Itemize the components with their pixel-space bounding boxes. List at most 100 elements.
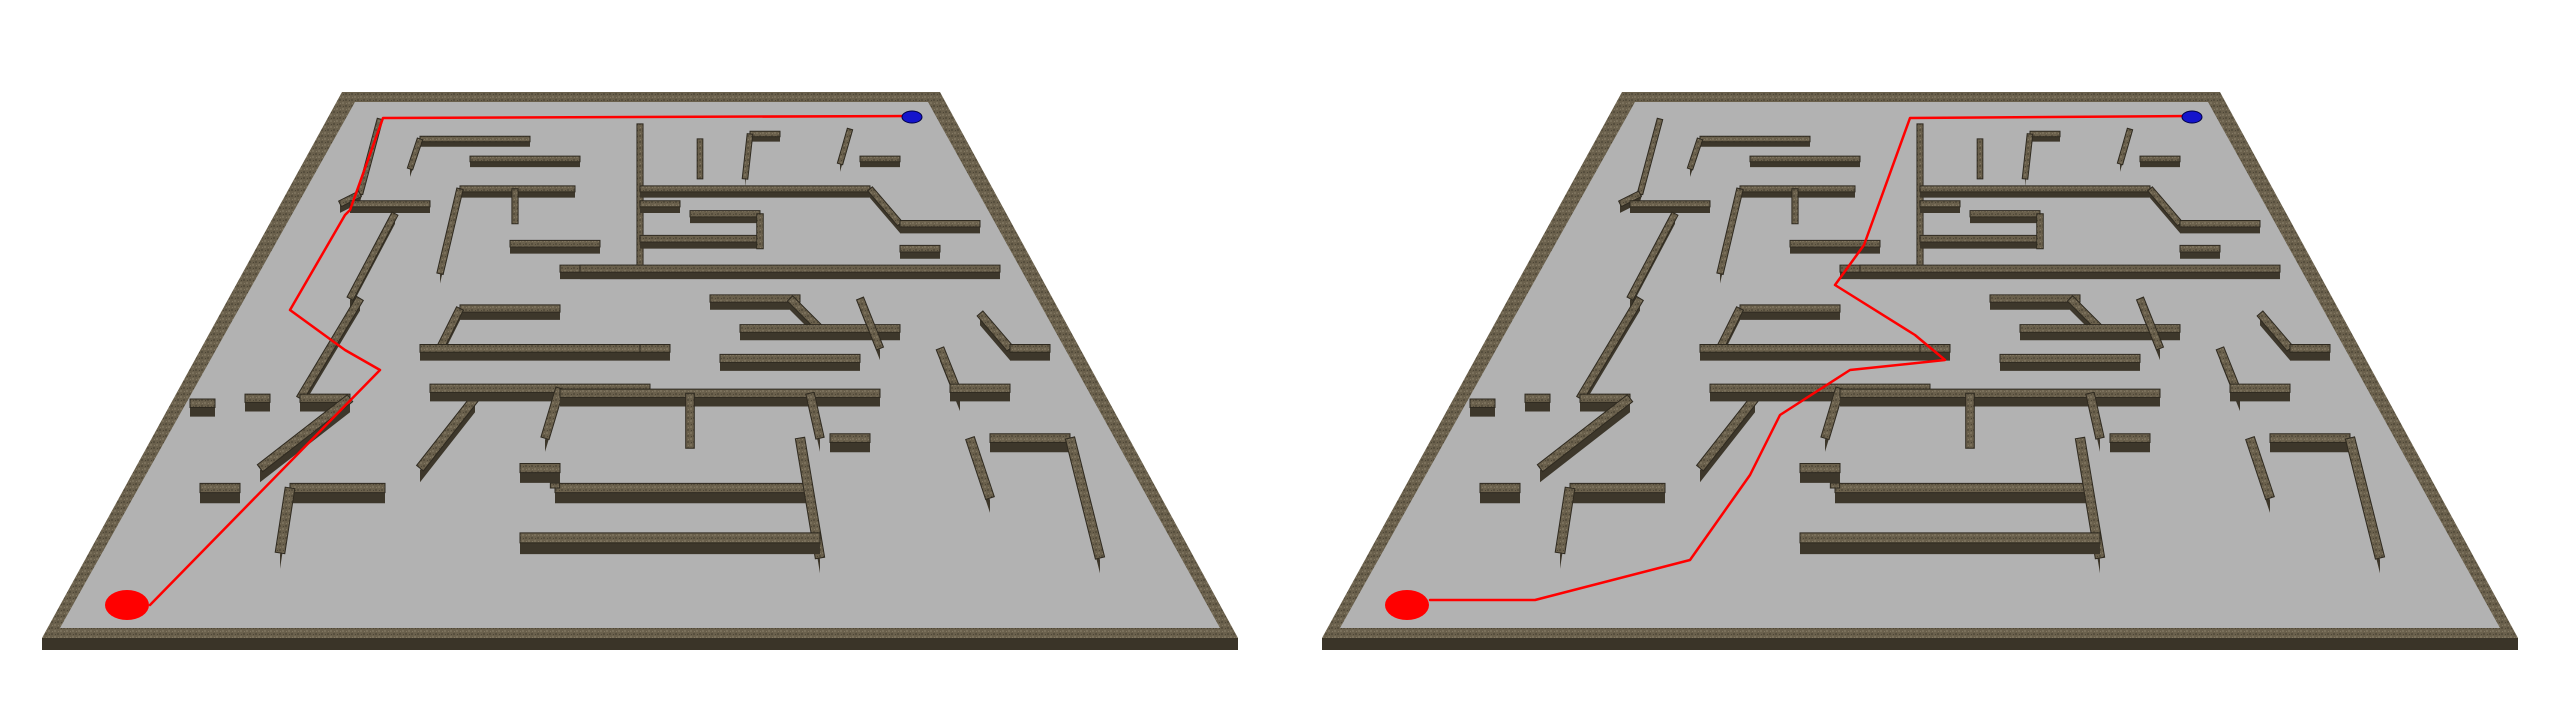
wall-segment [1919,185,2151,193]
wall-face [290,490,385,504]
wall-segment [1989,294,2081,303]
wall-segment [1536,394,1634,473]
wall-segment [349,200,431,208]
wall-segment [2116,127,2134,166]
wall-segment [554,482,811,494]
wall-segment [579,264,1001,273]
maze-walls [1469,117,2386,574]
wall-segment [1859,264,2281,273]
wall-segment [696,138,704,180]
wall-segment [741,133,754,180]
wall-segment [965,435,995,501]
wall-segment [685,392,695,449]
wall-segment [709,294,801,303]
wall-segment [1699,135,1811,143]
wall-face [990,440,1070,453]
left-maze-board [42,92,1238,650]
wall-segment [2085,391,2105,440]
wall-segment [1965,392,1975,449]
wall-segment [836,127,854,166]
wall-segment [749,130,781,138]
wall-segment [1636,117,1664,196]
wall-segment [549,482,561,489]
wall-segment [2344,436,2386,560]
wall-segment [805,391,825,440]
wall-face [830,440,870,453]
wall-segment [739,324,901,333]
wall-segment [2074,436,2106,560]
wall-face [1800,540,2100,555]
wall-segment [1999,353,2141,363]
wall-segment [2289,344,2331,353]
wall-segment [1919,200,1961,208]
wall-segment [519,463,561,474]
wall-segment [1919,234,2041,243]
wall-segment [1524,393,1551,403]
wall-segment [1820,386,1845,441]
wall-segment [2109,433,2151,444]
wall-face [1480,490,1520,504]
wall-segment [1569,482,1666,494]
wall-segment [829,433,871,444]
wall-segment [639,185,871,193]
wall-face [1800,470,1840,483]
wall-segment [469,155,581,163]
wall-segment [511,188,519,225]
wall-segment [1716,187,1744,276]
wall-segment [1686,137,1704,171]
right-maze-board [1322,92,2518,650]
wall-segment [2135,296,2165,351]
wall-segment [1699,344,1921,353]
wall-segment [899,220,981,228]
wall-face [520,540,820,555]
wall-segment [1791,188,1799,225]
wall-segment [299,393,351,403]
start-marker [105,590,149,620]
wall-segment [1749,155,1861,163]
wall-segment [949,383,1011,393]
wall-segment [346,211,399,301]
wall-segment [2269,433,2351,444]
wall-segment [1839,388,2161,398]
wall-segment [855,296,885,351]
wall-segment [1479,482,1521,494]
wall-segment [540,386,565,441]
wall-segment [2245,435,2275,501]
goal-marker [901,110,923,124]
start-marker [1385,590,1429,620]
wall-segment [519,532,821,544]
left-route [148,114,912,607]
wall-segment [1009,344,1051,353]
goal-marker [2181,110,2203,124]
wall-segment [756,213,764,250]
wall-segment [559,388,881,398]
wall-segment [899,244,941,253]
wall-segment [2029,130,2061,138]
wall-face [555,490,810,504]
wall-segment [1626,211,1679,301]
wall-face [200,490,240,504]
wall-segment [689,210,761,218]
wall-segment [1617,190,1643,208]
wall-face [2110,440,2150,453]
wall-segment [2179,244,2221,253]
wall-segment [1829,482,1841,489]
wall-segment [289,482,386,494]
wall-segment [989,433,1071,444]
wall-segment [794,436,826,560]
wall-segment [2139,155,2181,163]
wall-segment [199,482,241,494]
wall-segment [274,486,296,555]
wall-segment [1739,304,1841,313]
wall-segment [436,187,464,276]
board-front-edge [1322,638,2518,650]
wall-segment [719,353,861,363]
wall-segment [1789,239,1881,248]
wall-segment [1579,393,1631,403]
wall-segment [459,304,561,313]
wall-segment [1969,210,2041,218]
wall-segment [639,234,761,243]
wall-segment [419,344,641,353]
wall-segment [1064,436,1106,560]
